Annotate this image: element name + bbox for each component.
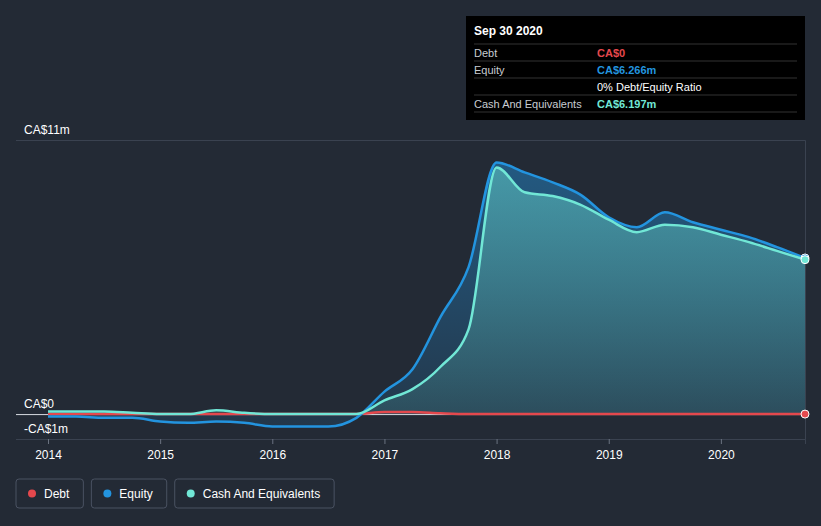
legend-swatch <box>103 490 111 498</box>
tooltip-divider <box>474 44 797 45</box>
x-tick-mark <box>721 439 722 444</box>
y-tick-label: CA$11m <box>24 123 70 137</box>
legend-label: Equity <box>119 487 152 501</box>
x-tick: 2015 <box>147 439 174 462</box>
x-tick: 2020 <box>708 439 735 462</box>
series-area <box>48 167 805 414</box>
y-tick-label: CA$0 <box>24 397 54 411</box>
x-tick: 2016 <box>259 439 286 462</box>
x-tick-mark <box>384 439 385 444</box>
legend-item[interactable]: Cash And Equivalents <box>175 479 334 508</box>
y-tick: -CA$1m <box>16 422 805 440</box>
legend-item[interactable]: Debt <box>16 479 83 508</box>
legend-box[interactable] <box>175 479 334 508</box>
series-area <box>48 162 805 426</box>
x-tick-label: 2020 <box>708 448 735 462</box>
end-marker <box>801 410 809 418</box>
y-tick-label: -CA$1m <box>24 422 68 436</box>
x-tick: 2017 <box>372 439 399 462</box>
background <box>0 0 821 526</box>
plot-area <box>48 162 805 426</box>
chart: -CA$1m CA$0 CA$11m 2014 2015 2016 2017 2018 2019… <box>0 0 821 526</box>
tooltip-value: CA$0 <box>597 47 625 59</box>
x-axis: 2014 2015 2016 2017 2018 2019 2020 <box>35 439 805 462</box>
series-line <box>48 162 805 426</box>
tooltip-divider <box>474 95 797 96</box>
x-tick: 2018 <box>484 439 511 462</box>
x-tick-label: 2019 <box>596 448 623 462</box>
grid-line <box>16 140 805 141</box>
tooltip-divider <box>474 61 797 62</box>
x-tick-label: 2017 <box>372 448 399 462</box>
y-axis-line <box>16 141 806 440</box>
x-tick-label: 2016 <box>259 448 286 462</box>
legend-swatch <box>28 490 36 498</box>
tooltip-value: CA$6.197m <box>597 98 657 110</box>
legend-box[interactable] <box>91 479 166 508</box>
legend-label: Cash And Equivalents <box>203 487 320 501</box>
x-tick-mark <box>609 439 610 444</box>
tooltip: Sep 30 2020 Debt CA$0 Equity CA$6.266m 0% Deb… <box>466 16 805 120</box>
series-line <box>48 167 805 414</box>
tooltip-label: Cash And Equivalents <box>474 98 582 110</box>
tooltip-value: 0% Debt/Equity Ratio <box>597 81 702 93</box>
legend-label: Debt <box>44 487 70 501</box>
legend-swatch <box>187 490 195 498</box>
x-tick-mark <box>272 439 273 444</box>
x-tick-mark <box>497 439 498 444</box>
tooltip-label: Equity <box>474 64 505 76</box>
tooltip-divider <box>474 112 797 113</box>
x-tick-mark <box>48 439 49 444</box>
tooltip-label: Debt <box>474 47 497 59</box>
x-tick-label: 2014 <box>35 448 62 462</box>
y-tick: CA$11m <box>16 123 805 141</box>
x-tick-label: 2018 <box>484 448 511 462</box>
x-tick: 2014 <box>35 439 62 462</box>
y-axis: -CA$1m CA$0 CA$11m <box>16 123 806 440</box>
tooltip-box <box>466 16 805 120</box>
x-tick-label: 2015 <box>147 448 174 462</box>
x-tick: 2019 <box>596 439 623 462</box>
end-marker <box>801 256 809 264</box>
tooltip-title: Sep 30 2020 <box>474 24 543 38</box>
tooltip-value: CA$6.266m <box>597 64 657 76</box>
tooltip-divider <box>474 78 797 79</box>
x-tick-mark <box>160 439 161 444</box>
legend-box[interactable] <box>16 479 83 508</box>
x-axis-line <box>49 440 806 445</box>
legend: Debt Equity Cash And Equivalents <box>16 479 334 508</box>
legend-item[interactable]: Equity <box>91 479 166 508</box>
